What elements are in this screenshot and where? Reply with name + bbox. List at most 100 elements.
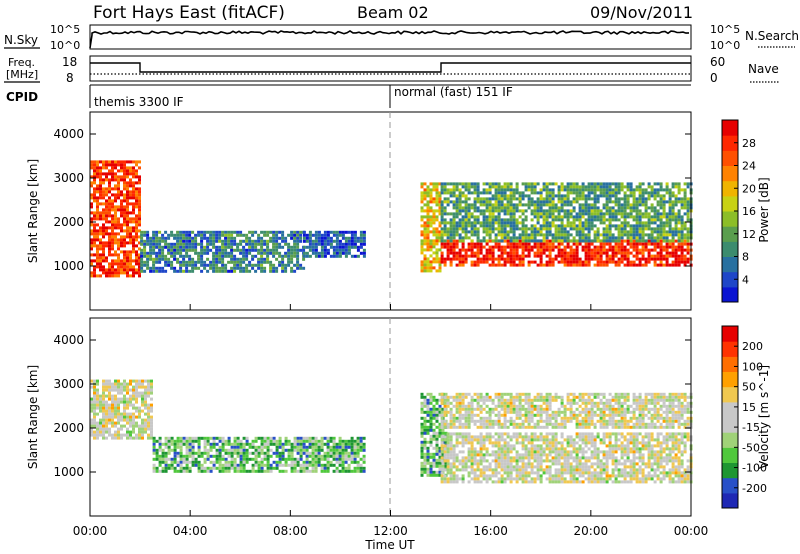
heatmap-cell [99, 430, 102, 434]
heatmap-cell [170, 248, 174, 252]
heatmap-cell [257, 454, 261, 458]
heatmap-cell [671, 260, 675, 264]
heatmap-cell [521, 203, 525, 207]
heatmap-cell [245, 451, 249, 455]
heatmap-cell [665, 263, 669, 267]
heatmap-cell [494, 450, 498, 454]
heatmap-cell [458, 209, 462, 213]
heatmap-cell [215, 257, 219, 261]
heatmap-cell [329, 445, 333, 449]
heatmap-cell [602, 233, 606, 237]
heatmap-cell [435, 185, 439, 189]
heatmap-cell [473, 480, 477, 484]
heatmap-cell [575, 224, 579, 228]
heatmap-cell [200, 451, 204, 455]
heatmap-cell [90, 397, 93, 401]
heatmap-cell [129, 268, 132, 272]
heatmap-cell [269, 466, 273, 470]
heatmap-cell [299, 469, 303, 473]
heatmap-cell [275, 463, 279, 467]
heatmap-cell [470, 185, 474, 189]
heatmap-cell [500, 218, 504, 222]
heatmap-cell [135, 169, 138, 173]
heatmap-cell [521, 447, 525, 451]
heatmap-cell [524, 432, 528, 436]
heatmap-cell [344, 451, 348, 455]
heatmap-cell [641, 194, 645, 198]
heatmap-cell [149, 266, 153, 270]
heatmap-cell [105, 211, 108, 215]
heatmap-cell [356, 469, 360, 473]
heatmap-cell [506, 251, 510, 255]
heatmap-cell [293, 251, 297, 255]
heatmap-cell [605, 182, 609, 186]
heatmap-cell [338, 442, 342, 446]
heatmap-cell [164, 469, 168, 473]
heatmap-cell [464, 197, 468, 201]
heatmap-cell [161, 251, 165, 255]
heatmap-cell [446, 459, 450, 463]
heatmap-cell [117, 163, 120, 167]
heatmap-cell [485, 480, 489, 484]
heatmap-cell [551, 245, 555, 249]
heatmap-cell [545, 221, 549, 225]
heatmap-cell [632, 215, 636, 219]
heatmap-cell [617, 257, 621, 261]
heatmap-cell [308, 245, 312, 249]
heatmap-cell [164, 460, 168, 464]
heatmap-cell [518, 477, 522, 481]
heatmap-cell [476, 242, 480, 246]
heatmap-cell [350, 439, 354, 443]
heatmap-cell [329, 230, 333, 234]
heatmap-cell [96, 406, 99, 410]
heatmap-cell [239, 260, 243, 264]
heatmap-cell [488, 233, 492, 237]
heatmap-cell [665, 242, 669, 246]
heatmap-cell [659, 194, 663, 198]
heatmap-cell [126, 271, 129, 275]
heatmap-cell [593, 245, 597, 249]
heatmap-cell [446, 477, 450, 481]
heatmap-cell [458, 191, 462, 195]
heatmap-cell [566, 251, 570, 255]
heatmap-cell [227, 254, 231, 258]
heatmap-cell [120, 415, 123, 419]
heatmap-cell [242, 251, 246, 255]
heatmap-cell [506, 432, 510, 436]
heatmap-cell [194, 439, 198, 443]
heatmap-cell [611, 239, 615, 243]
heatmap-cell [503, 462, 507, 466]
heatmap-cell [105, 229, 108, 233]
heatmap-cell [455, 242, 459, 246]
heatmap-cell [458, 200, 462, 204]
heatmap-cell [299, 451, 303, 455]
heatmap-cell [608, 191, 612, 195]
noise-left-label: N.Sky [4, 33, 38, 47]
heatmap-cell [248, 442, 252, 446]
heatmap-cell [344, 254, 348, 258]
heatmap-cell [99, 178, 102, 182]
heatmap-cell [488, 432, 492, 436]
heatmap-cell [245, 266, 249, 270]
heatmap-cell [269, 230, 273, 234]
heatmap-cell [99, 418, 102, 422]
heatmap-cell [218, 469, 222, 473]
heatmap-cell [338, 451, 342, 455]
heatmap-cell [200, 454, 204, 458]
heatmap-cell [272, 230, 276, 234]
heatmap-cell [323, 454, 327, 458]
heatmap-cell [497, 242, 501, 246]
heatmap-cell [479, 224, 483, 228]
heatmap-cell [650, 227, 654, 231]
heatmap-cell [674, 245, 678, 249]
heatmap-cell [326, 454, 330, 458]
heatmap-cell [500, 191, 504, 195]
heatmap-cell [236, 439, 240, 443]
heatmap-cell [656, 188, 660, 192]
heatmap-cell [485, 221, 489, 225]
heatmap-cell [185, 454, 189, 458]
heatmap-cell [96, 232, 99, 236]
heatmap-cell [599, 185, 603, 189]
heatmap-cell [473, 230, 477, 234]
heatmap-cell [441, 413, 445, 417]
